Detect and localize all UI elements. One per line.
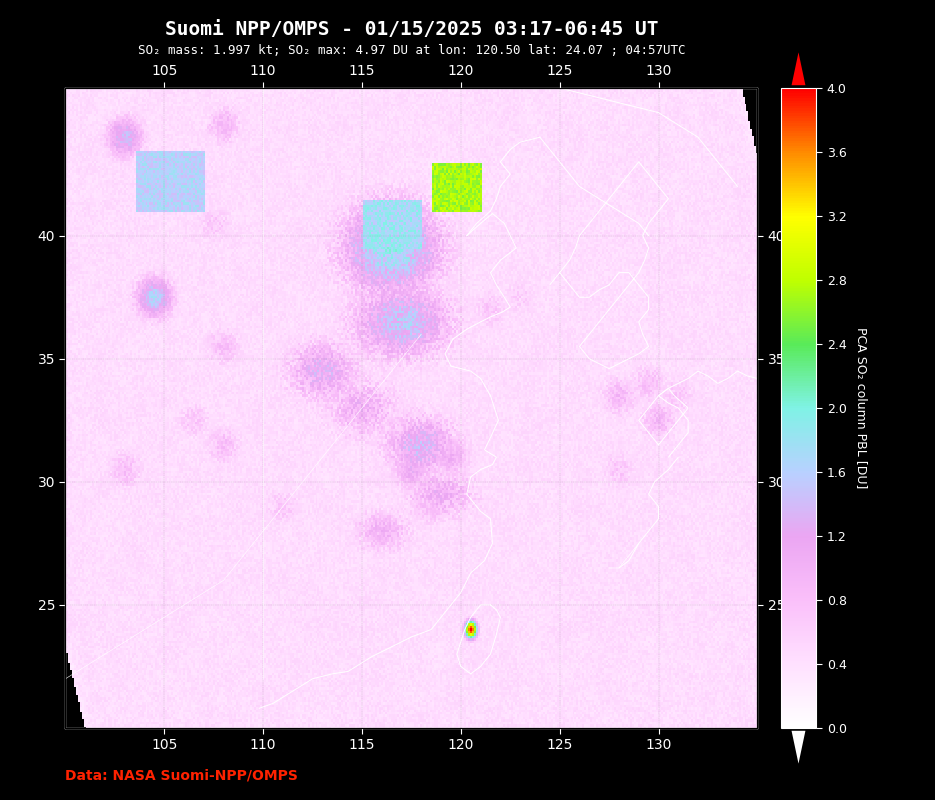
Text: Suomi NPP/OMPS - 01/15/2025 03:17-06:45 UT: Suomi NPP/OMPS - 01/15/2025 03:17-06:45 … <box>165 20 658 39</box>
Polygon shape <box>65 88 520 728</box>
Polygon shape <box>550 166 678 364</box>
Polygon shape <box>457 600 500 674</box>
Polygon shape <box>639 383 688 445</box>
Text: Data: NASA Suomi-NPP/OMPS: Data: NASA Suomi-NPP/OMPS <box>65 768 298 782</box>
Y-axis label: PCA SO₂ column PBL [DU]: PCA SO₂ column PBL [DU] <box>855 327 868 489</box>
Text: SO₂ mass: 1.997 kt; SO₂ max: 4.97 DU at lon: 120.50 lat: 24.07 ; 04:57UTC: SO₂ mass: 1.997 kt; SO₂ max: 4.97 DU at … <box>137 44 685 57</box>
Polygon shape <box>658 346 768 388</box>
